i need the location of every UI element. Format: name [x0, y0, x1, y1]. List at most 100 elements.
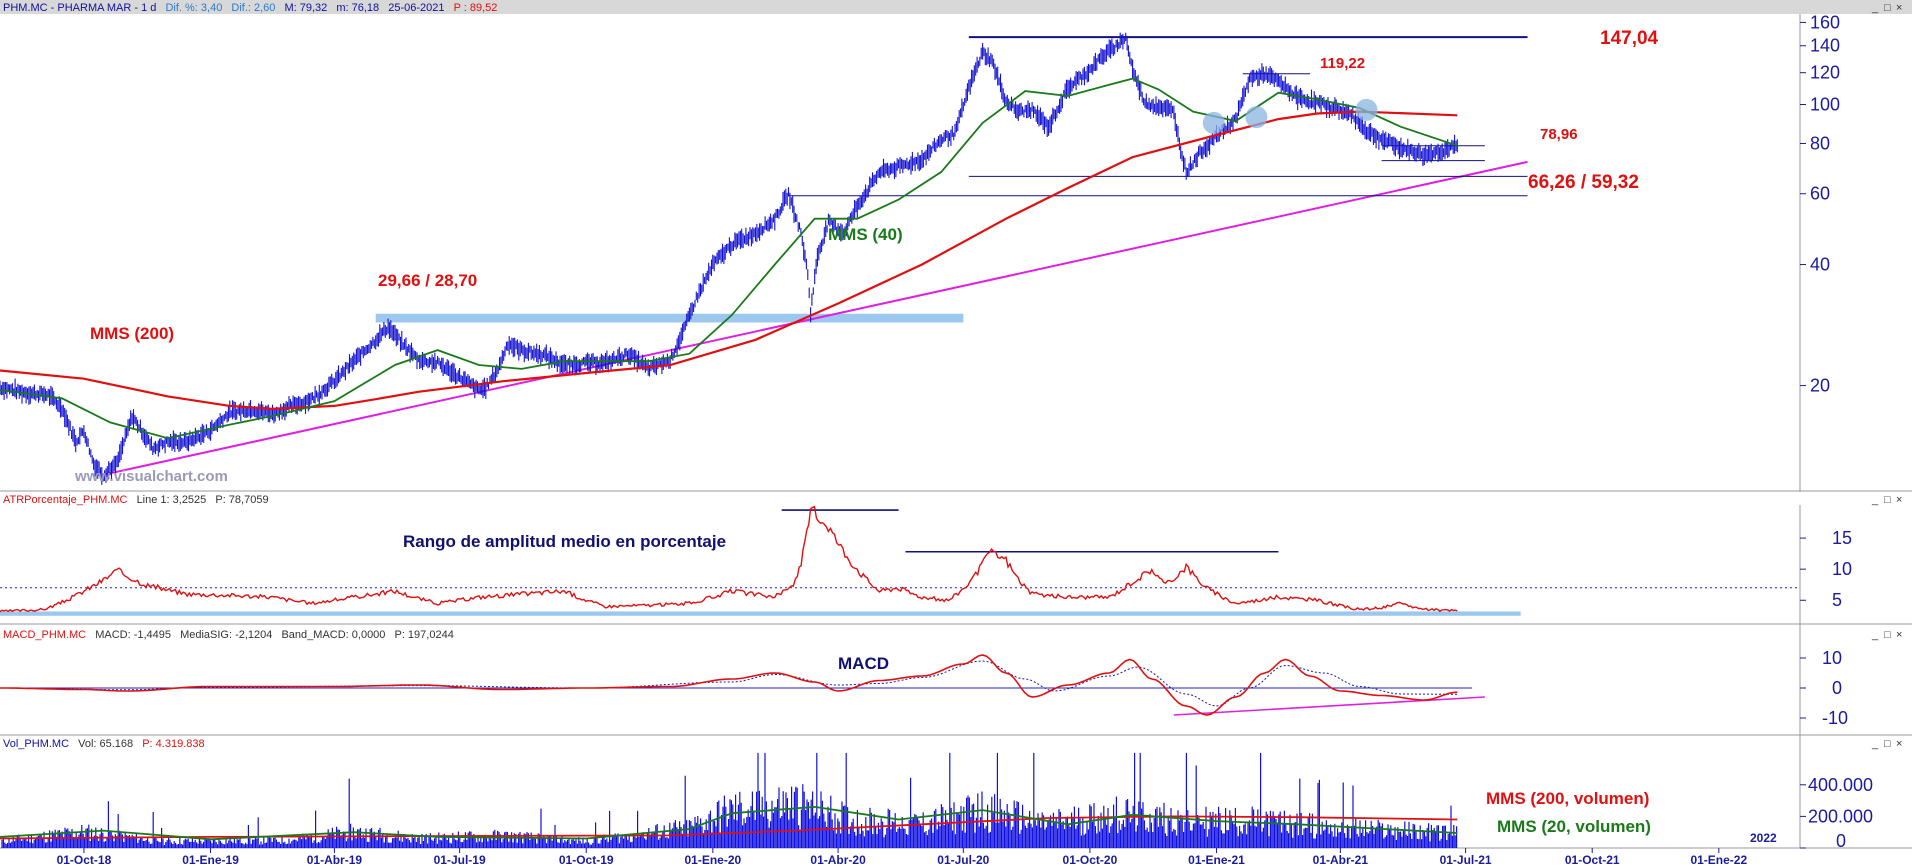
atr-header: ATRPorcentaje_PHM.MC Line 1: 3,2525 P: 7… [3, 494, 269, 506]
vol-window-buttons[interactable]: _ □ × [1871, 738, 1902, 750]
macd-tick-label-1: 0 [1832, 678, 1842, 698]
price-header-date: 25-06-2021 [388, 2, 444, 14]
price-window-buttons[interactable]: _ □ × [1871, 2, 1902, 14]
macd-window-buttons[interactable]: _ □ × [1871, 629, 1902, 641]
close-icon[interactable]: × [1896, 2, 1902, 14]
atr-header-line1: Line 1: 3,2525 [137, 494, 207, 506]
price-tick-label-4: 100 [1810, 95, 1840, 115]
level-label-1: 119,22 [1320, 55, 1365, 72]
crossover-marker-0 [1202, 111, 1225, 134]
macd-header-band: Band_MACD: 0,0000 [281, 629, 385, 641]
macd-pane: MACD_PHM.MC MACD: -1,4495 MediaSIG: -2,1… [0, 629, 1902, 728]
atr-title: Rango de amplitud medio en porcentaje [403, 532, 726, 551]
atr-pane: ATRPorcentaje_PHM.MC Line 1: 3,2525 P: 7… [0, 492, 1912, 616]
sma200-path [0, 110, 1458, 411]
sma40-line [0, 77, 1458, 440]
minimize-icon[interactable]: _ [1871, 2, 1879, 14]
atr-header-bar [0, 492, 1912, 505]
watermark: www.visualchart.com [74, 468, 228, 485]
macd-header-price: P: 197,0244 [394, 629, 453, 641]
trendline-segment [102, 160, 1528, 476]
atr-window-buttons[interactable]: _ □ × [1871, 494, 1902, 506]
vol-tick-label-1: 200.000 [1808, 806, 1873, 826]
vol-tick-label-2: 0 [1836, 831, 1846, 851]
minimize-icon[interactable]: _ [1871, 629, 1879, 641]
macd-trendline [1173, 696, 1485, 716]
support-zone-band [375, 313, 964, 323]
price-header-low: m: 76,18 [336, 2, 379, 14]
vol-header-price: P: 4.319.838 [142, 738, 204, 750]
maximize-icon[interactable]: □ [1884, 738, 1891, 750]
price-tick-label-0: 20 [1810, 376, 1830, 396]
minimize-icon[interactable]: _ [1871, 738, 1879, 750]
atr-path [0, 505, 1458, 613]
macd-lines [0, 654, 1458, 716]
atr-axis-ticks: 5 10 15 [1800, 528, 1852, 610]
atr-tick-label-2: 15 [1832, 528, 1852, 548]
price-tick-label-5: 120 [1810, 63, 1840, 83]
price-pane: PHM.MC - PHARMA MAR - 1 d Dif. %: 3,40 D… [0, 0, 1912, 485]
atr-zone-band [0, 611, 1521, 616]
price-header: PHM.MC - PHARMA MAR - 1 d Dif. %: 3,40 D… [3, 2, 497, 14]
macd-axis-ticks: 10 0 -10 [1800, 648, 1848, 728]
zone-label: 29,66 / 28,70 [378, 271, 477, 290]
minimize-icon[interactable]: _ [1871, 494, 1879, 506]
maximize-icon[interactable]: □ [1884, 2, 1891, 14]
price-axis-ticks: 20 40 60 80 100 120 140 160 [1800, 12, 1840, 396]
macd-header-macd: MACD: -1,4495 [95, 629, 171, 641]
date-label-10: 01-Abr-21 [1313, 853, 1369, 867]
support-zone [375, 313, 964, 323]
date-label-5: 01-Ene-20 [684, 853, 741, 867]
price-header-dif: Dif.: 2,60 [231, 2, 275, 14]
vol-sma20-path [0, 805, 1458, 841]
level-label-2: 78,96 [1540, 126, 1578, 143]
price-tick-label-3: 80 [1810, 133, 1830, 153]
date-label-3: 01-Jul-19 [434, 853, 486, 867]
macd-title: MACD [838, 654, 889, 673]
atr-header-name: ATRPorcentaje_PHM.MC [3, 494, 128, 506]
crossover-marker-2 [1355, 98, 1378, 121]
atr-tick-label-1: 10 [1832, 559, 1852, 579]
price-header-high: M: 79,32 [284, 2, 327, 14]
vol-header-vol: Vol: 65.168 [78, 738, 133, 750]
macd-tick-label-2: -10 [1822, 708, 1848, 728]
vol-header: Vol_PHM.MC Vol: 65.168 P: 4.319.838 [3, 738, 205, 750]
price-tick-label-6: 140 [1810, 36, 1840, 56]
atr-levels [781, 509, 1279, 553]
price-tick-label-7: 160 [1810, 12, 1840, 32]
date-label-11: 01-Jul-21 [1440, 853, 1492, 867]
vol-sma200-label: MMS (200, volumen) [1486, 789, 1649, 808]
date-axis: 01-Oct-18 01-Ene-19 01-Abr-19 01-Jul-19 01-O… [57, 848, 1747, 867]
sma200-line [0, 110, 1458, 411]
maximize-icon[interactable]: □ [1884, 629, 1891, 641]
crossover-markers [1202, 98, 1378, 134]
crossover-marker-1 [1245, 106, 1268, 129]
sma200-label: MMS (200) [90, 324, 174, 343]
sma40-label: MMS (40) [828, 225, 903, 244]
close-icon[interactable]: × [1896, 629, 1902, 641]
date-label-2: 01-Abr-19 [307, 853, 363, 867]
date-label-0: 01-Oct-18 [57, 853, 112, 867]
support-trendline [102, 160, 1528, 476]
price-levels [788, 36, 1528, 197]
vol-header-name: Vol_PHM.MC [3, 738, 69, 750]
maximize-icon[interactable]: □ [1884, 494, 1891, 506]
year-marker: 2022 [1750, 831, 1777, 845]
vol-tick-label-0: 400.000 [1808, 775, 1873, 795]
level-labels: 147,04 119,22 78,96 66,26 / 59,32 [1320, 28, 1659, 193]
date-label-12: 01-Oct-21 [1565, 853, 1620, 867]
vol-sma200-path [0, 815, 1458, 840]
vol-sma20-label: MMS (20, volumen) [1497, 817, 1651, 836]
date-label-8: 01-Oct-20 [1063, 853, 1118, 867]
volume-axis-ticks: 400.000 200.000 0 [1800, 775, 1873, 851]
macd-tick-label-0: 10 [1822, 648, 1842, 668]
volume-sma-lines [0, 805, 1458, 841]
close-icon[interactable]: × [1896, 494, 1902, 506]
date-label-13: 01-Ene-22 [1690, 853, 1747, 867]
date-label-1: 01-Ene-19 [182, 853, 239, 867]
macd-header-signal: MediaSIG: -2,1204 [180, 629, 272, 641]
price-header-symbol: PHM.MC - PHARMA MAR - 1 d [3, 2, 156, 14]
atr-line [0, 505, 1458, 613]
close-icon[interactable]: × [1896, 738, 1902, 750]
macd-path [0, 654, 1458, 716]
